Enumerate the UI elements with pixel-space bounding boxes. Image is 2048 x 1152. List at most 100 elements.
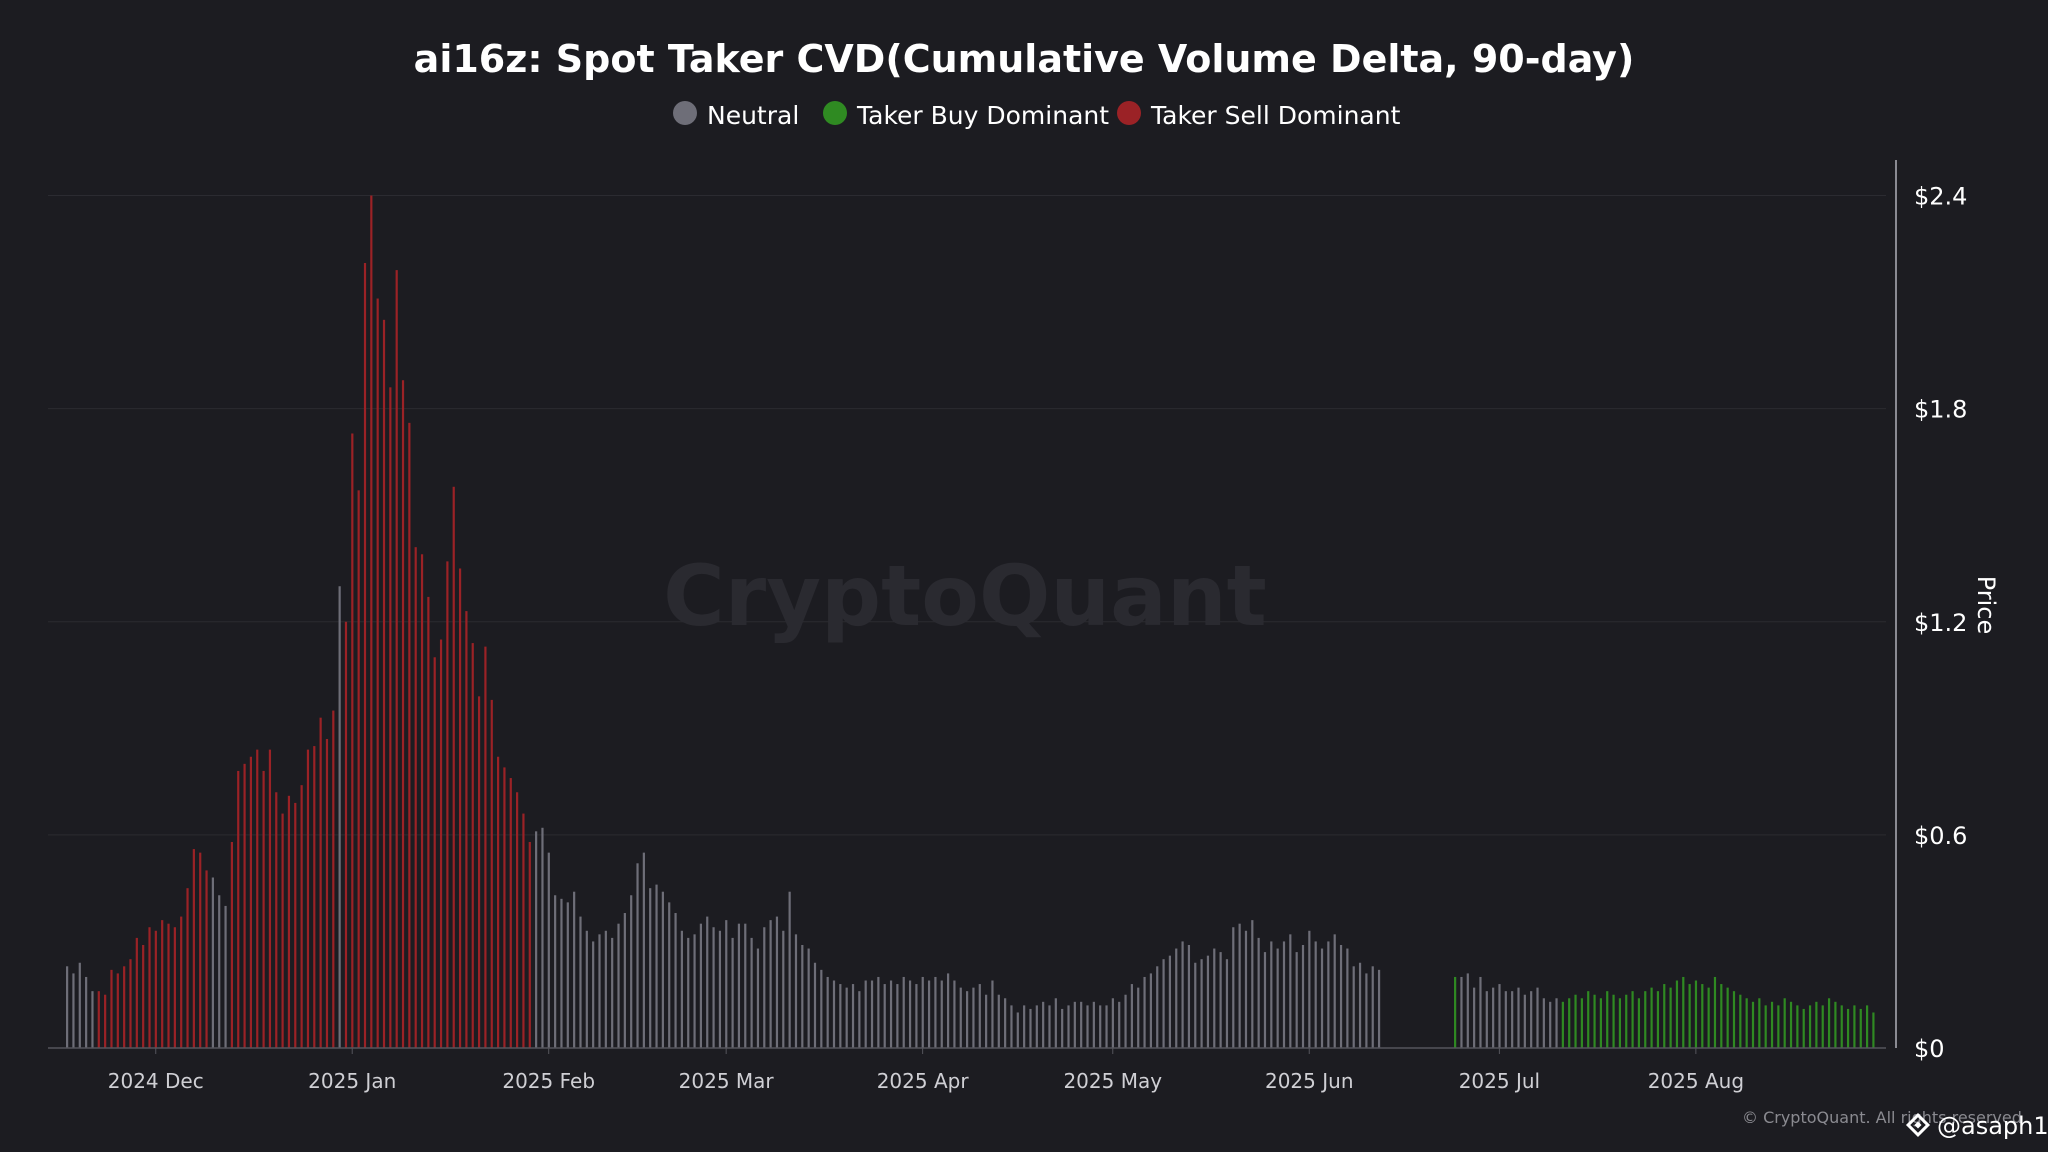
cvd-bar: [1713, 976, 1717, 1048]
cvd-bar: [509, 778, 512, 1048]
cvd-bar: [896, 984, 899, 1048]
cvd-bar: [573, 891, 576, 1048]
cvd-bar: [1143, 976, 1146, 1048]
cvd-bar: [357, 490, 360, 1049]
cvd-bar: [1606, 991, 1609, 1048]
cvd-bar: [687, 937, 690, 1048]
y-axis-ticks: $0 $0.6 $1.2 $1.8 $2.4: [1914, 183, 1967, 1063]
cvd-bar: [1099, 1005, 1102, 1048]
cvd-bar: [1758, 998, 1761, 1048]
cvd-bar: [1219, 952, 1222, 1048]
cvd-bar: [649, 888, 652, 1048]
cvd-bar: [636, 863, 639, 1048]
cvd-bar: [1130, 984, 1133, 1048]
cvd-bar: [725, 920, 728, 1048]
cvd-bar: [78, 962, 81, 1048]
cvd-bar: [72, 973, 75, 1048]
cvd-bar: [807, 948, 810, 1048]
cvd-bar: [1827, 998, 1831, 1048]
cvd-bar: [1042, 1001, 1045, 1048]
cvd-bar: [966, 991, 969, 1048]
cvd-bar: [1580, 998, 1583, 1048]
cvd-bar: [224, 905, 227, 1048]
cvd-bar: [756, 948, 760, 1048]
cvd-bar: [104, 994, 107, 1048]
cvd-bar: [1276, 948, 1279, 1048]
legend-item-neutral[interactable]: Neutral: [673, 101, 799, 130]
cvd-bar: [490, 699, 493, 1048]
cvd-bar: [484, 646, 487, 1048]
cvd-bar: [281, 813, 284, 1048]
cvd-bar: [1764, 1005, 1767, 1048]
cvd-bar: [1244, 930, 1248, 1048]
cvd-bar: [1517, 987, 1520, 1048]
cvd-bar: [1206, 955, 1210, 1048]
cvd-bar: [889, 980, 893, 1048]
gridlines: [48, 195, 1886, 836]
cvd-bar: [959, 987, 962, 1048]
cvd-bar: [256, 749, 259, 1048]
cvd-bar: [718, 930, 722, 1048]
cvd-bar: [674, 913, 677, 1048]
cvd-bar: [934, 976, 937, 1048]
cvd-bar: [154, 930, 157, 1048]
chart-title: ai16z: Spot Taker CVD(Cumulative Volume …: [414, 37, 1635, 81]
cvd-bar: [902, 976, 905, 1048]
cvd-bar: [820, 969, 823, 1048]
cvd-bar: [465, 611, 468, 1048]
cvd-bar: [243, 763, 246, 1048]
cvd-bar: [750, 937, 753, 1048]
cvd-bar: [1523, 994, 1526, 1048]
x-tick-label: 2025 Jan: [308, 1069, 396, 1093]
cvd-bar: [1865, 1005, 1869, 1048]
cvd-bar: [351, 433, 354, 1048]
cvd-bar: [1327, 941, 1330, 1048]
cvd-bar: [1568, 998, 1571, 1048]
cvd-bar: [1663, 984, 1666, 1048]
y-tick-label: $2.4: [1914, 183, 1967, 211]
cvd-bar: [135, 937, 138, 1048]
cvd-bar: [978, 984, 981, 1048]
cvd-bar: [1320, 948, 1324, 1048]
cvd-bar: [1371, 966, 1374, 1048]
cvd-bar: [1853, 1005, 1856, 1048]
cvd-bar: [598, 934, 601, 1048]
cvd-bar: [389, 387, 392, 1049]
legend-item-taker-sell[interactable]: Taker Sell Dominant: [1117, 101, 1401, 130]
cvd-bar: [452, 486, 455, 1048]
cvd-bar: [1200, 959, 1203, 1048]
cvd-bar: [1460, 976, 1463, 1048]
cvd-bar: [1498, 984, 1501, 1048]
cvd-bar: [1352, 966, 1355, 1048]
cvd-bar: [1656, 991, 1660, 1048]
cvd-bar: [1289, 934, 1292, 1048]
cvd-bar: [946, 973, 950, 1048]
cvd-bar: [731, 937, 734, 1048]
cvd-bar: [655, 884, 658, 1048]
cvd-bar: [1840, 1005, 1843, 1048]
cvd-bar: [338, 586, 341, 1048]
cvd-bar: [1016, 1012, 1019, 1048]
cvd-bar: [1675, 980, 1679, 1048]
legend-item-taker-buy[interactable]: Taker Buy Dominant: [823, 101, 1109, 130]
cvd-bar: [420, 554, 424, 1048]
cvd-bar: [262, 770, 265, 1048]
cvd-bar: [1485, 991, 1488, 1048]
cvd-bar: [294, 802, 297, 1048]
cvd-bar: [1168, 955, 1172, 1048]
cvd-bar: [611, 937, 614, 1048]
cvd-bar: [693, 934, 696, 1048]
cvd-bar: [192, 849, 195, 1048]
cvd-bar: [1815, 1001, 1818, 1048]
cvd-bar: [1162, 959, 1165, 1048]
cvd-bar: [1549, 1001, 1552, 1048]
cvd-bar: [985, 994, 988, 1048]
cvd-bar: [1511, 991, 1514, 1048]
cvd-bar: [1587, 991, 1590, 1048]
x-tick-label: 2025 Feb: [502, 1069, 595, 1093]
cvd-bar: [592, 941, 595, 1048]
x-tick-label: 2025 May: [1063, 1069, 1162, 1093]
cvd-bar: [908, 980, 912, 1048]
cvd-bar: [668, 902, 671, 1048]
